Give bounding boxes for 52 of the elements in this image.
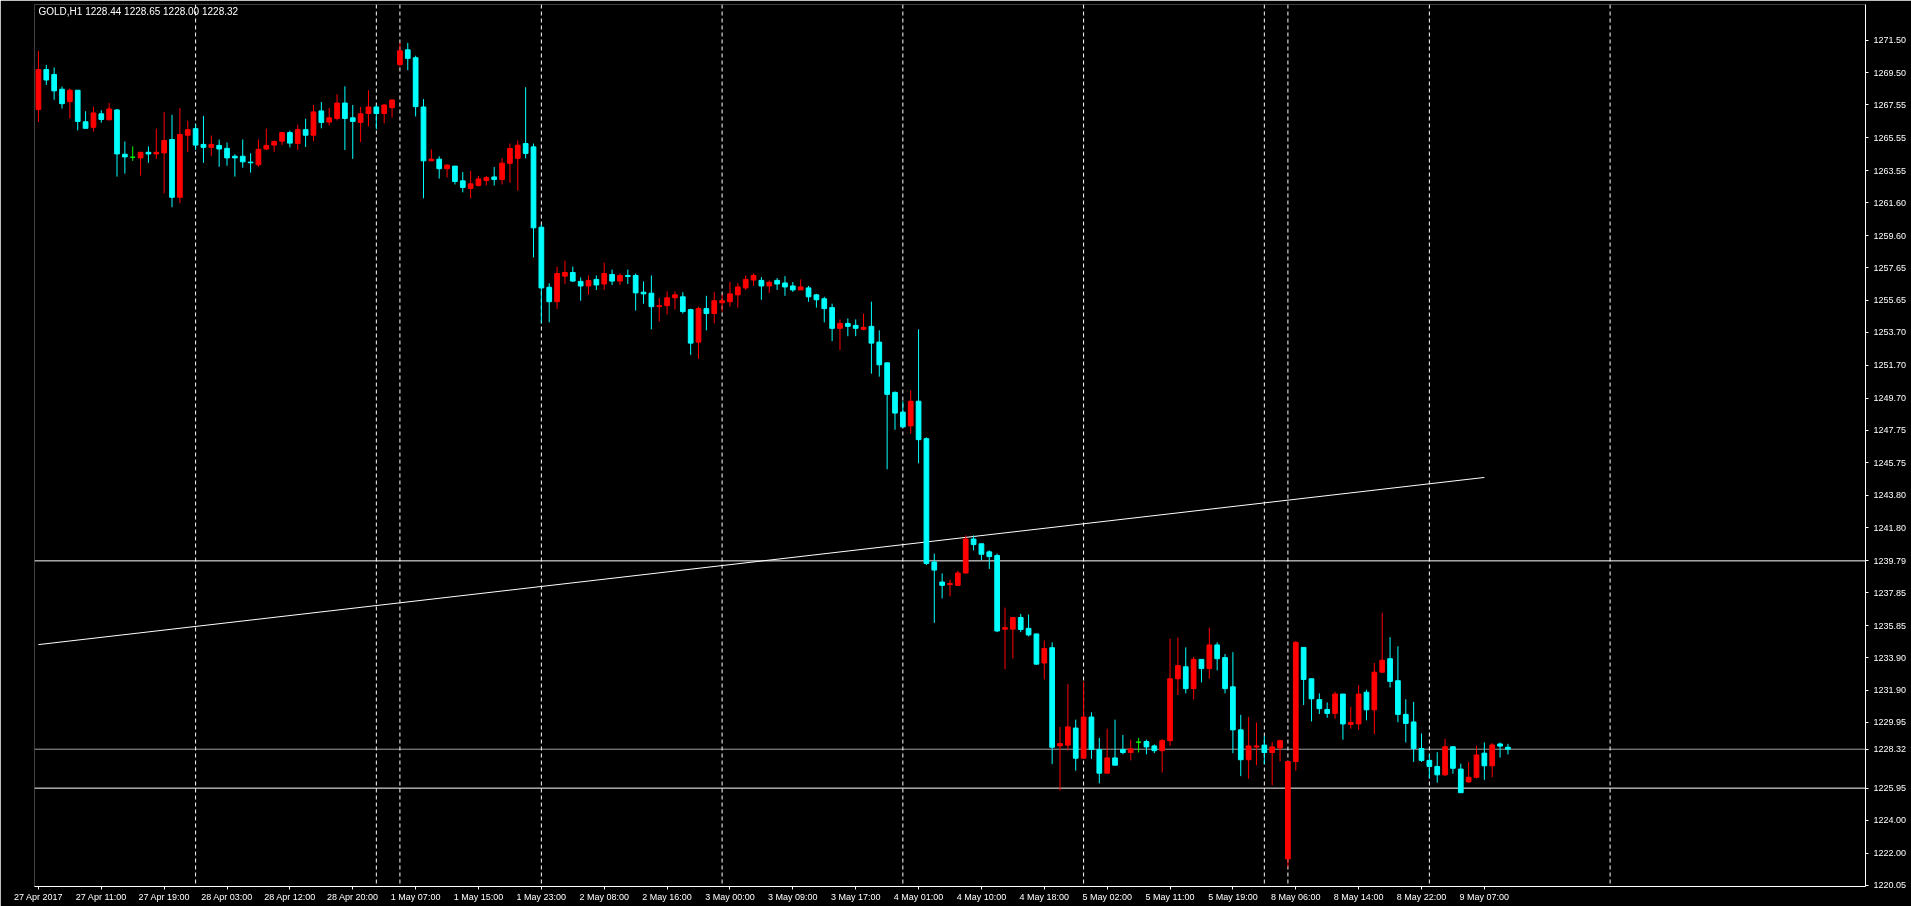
y-tick-label: 1259.60 <box>1873 230 1907 241</box>
x-tick-label: 5 May 11:00 <box>1145 891 1195 902</box>
y-tick-label: 1265.55 <box>1873 132 1907 143</box>
y-tick-label: 1220.05 <box>1873 880 1907 891</box>
x-tick-label: 4 May 10:00 <box>956 891 1007 902</box>
x-tick-label: 1 May 15:00 <box>453 891 504 902</box>
x-tick-label: 3 May 00:00 <box>705 891 755 902</box>
y-tick-label: 1253.70 <box>1873 327 1907 338</box>
x-tick-label: 8 May 14:00 <box>1333 891 1384 902</box>
y-tick-label: 1261.60 <box>1873 197 1907 208</box>
y-tick-label: 1269.50 <box>1873 67 1907 78</box>
x-tick-label: 2 May 16:00 <box>642 891 692 902</box>
ref-line-label: 1225.95 <box>1873 783 1907 794</box>
y-tick-label: 1251.70 <box>1873 360 1907 371</box>
x-tick-label: 9 May 07:00 <box>1459 891 1510 902</box>
x-tick-label: 28 Apr 20:00 <box>326 891 379 902</box>
y-tick-label: 1237.85 <box>1873 587 1907 598</box>
y-tick-label: 1267.55 <box>1873 100 1907 110</box>
x-tick-label: 27 Apr 11:00 <box>75 891 127 902</box>
y-tick-label: 1224.00 <box>1873 815 1907 826</box>
y-tick-label: 1249.70 <box>1873 393 1907 404</box>
y-tick-label: 1247.75 <box>1873 425 1907 436</box>
y-tick-label: 1235.85 <box>1873 620 1907 631</box>
y-tick-label: 1263.55 <box>1873 165 1907 176</box>
x-tick-label: 8 May 06:00 <box>1271 891 1321 902</box>
ref-line-label: 1239.79 <box>1873 555 1907 566</box>
y-tick-label: 1241.80 <box>1873 522 1907 533</box>
y-tick-label: 1222.00 <box>1873 848 1907 858</box>
ref-line-label: 1228.32 <box>1873 744 1907 755</box>
y-tick-label: 1233.90 <box>1873 652 1907 663</box>
y-tick-label: 1229.95 <box>1873 717 1907 728</box>
x-tick-label: 1 May 23:00 <box>516 891 567 902</box>
x-tick-label: 4 May 18:00 <box>1019 891 1070 902</box>
x-tick-label: 4 May 01:00 <box>893 891 944 902</box>
chart-title: GOLD,H1 1228.44 1228.65 1228.00 1228.32 <box>38 5 239 17</box>
x-tick-label: 28 Apr 12:00 <box>264 891 316 902</box>
y-tick-label: 1257.65 <box>1873 262 1907 273</box>
x-tick-label: 1 May 07:00 <box>390 891 441 902</box>
x-tick-label: 3 May 09:00 <box>768 891 818 902</box>
x-tick-label: 5 May 02:00 <box>1082 891 1132 902</box>
y-tick-label: 1255.65 <box>1873 295 1907 306</box>
x-tick-label: 27 Apr 2017 <box>13 891 63 902</box>
x-tick-label: 8 May 22:00 <box>1396 891 1447 902</box>
x-tick-label: 27 Apr 19:00 <box>138 891 190 902</box>
y-tick-label: 1245.75 <box>1873 457 1907 468</box>
x-tick-label: 3 May 17:00 <box>830 891 881 902</box>
y-tick-label: 1243.80 <box>1873 490 1907 501</box>
x-tick-label: 5 May 19:00 <box>1208 891 1258 902</box>
x-tick-label: 2 May 08:00 <box>579 891 629 902</box>
x-tick-label: 28 Apr 03:00 <box>201 891 253 902</box>
y-tick-label: 1271.50 <box>1873 35 1907 46</box>
y-tick-label: 1231.90 <box>1873 685 1907 696</box>
